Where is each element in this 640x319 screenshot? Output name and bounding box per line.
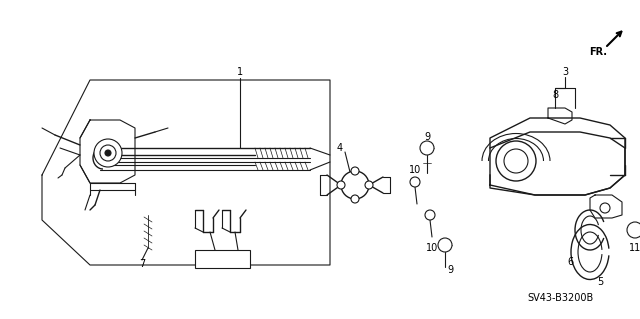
Text: 9: 9 <box>424 132 430 142</box>
Circle shape <box>100 145 116 161</box>
Text: 5: 5 <box>597 277 603 287</box>
Text: 3: 3 <box>562 67 568 77</box>
Circle shape <box>351 167 359 175</box>
Text: 4: 4 <box>337 143 343 153</box>
Circle shape <box>496 141 536 181</box>
Circle shape <box>105 150 111 156</box>
Text: 11: 11 <box>629 243 640 253</box>
Circle shape <box>341 171 369 199</box>
Circle shape <box>410 177 420 187</box>
Text: FR.: FR. <box>589 47 607 57</box>
Text: 10: 10 <box>409 165 421 175</box>
Text: 10: 10 <box>426 243 438 253</box>
Text: SV43-B3200B: SV43-B3200B <box>527 293 593 303</box>
Circle shape <box>365 181 373 189</box>
Circle shape <box>351 195 359 203</box>
Text: 7: 7 <box>139 259 145 269</box>
Circle shape <box>337 181 345 189</box>
Circle shape <box>504 149 528 173</box>
Text: 1: 1 <box>237 67 243 77</box>
Circle shape <box>438 238 452 252</box>
Circle shape <box>627 222 640 238</box>
Circle shape <box>420 141 434 155</box>
Text: 8: 8 <box>552 90 558 100</box>
Bar <box>195 250 250 268</box>
Circle shape <box>425 210 435 220</box>
Text: 9: 9 <box>447 265 453 275</box>
Text: 6: 6 <box>567 257 573 267</box>
Circle shape <box>600 203 610 213</box>
Circle shape <box>94 139 122 167</box>
Text: 2: 2 <box>219 254 225 264</box>
